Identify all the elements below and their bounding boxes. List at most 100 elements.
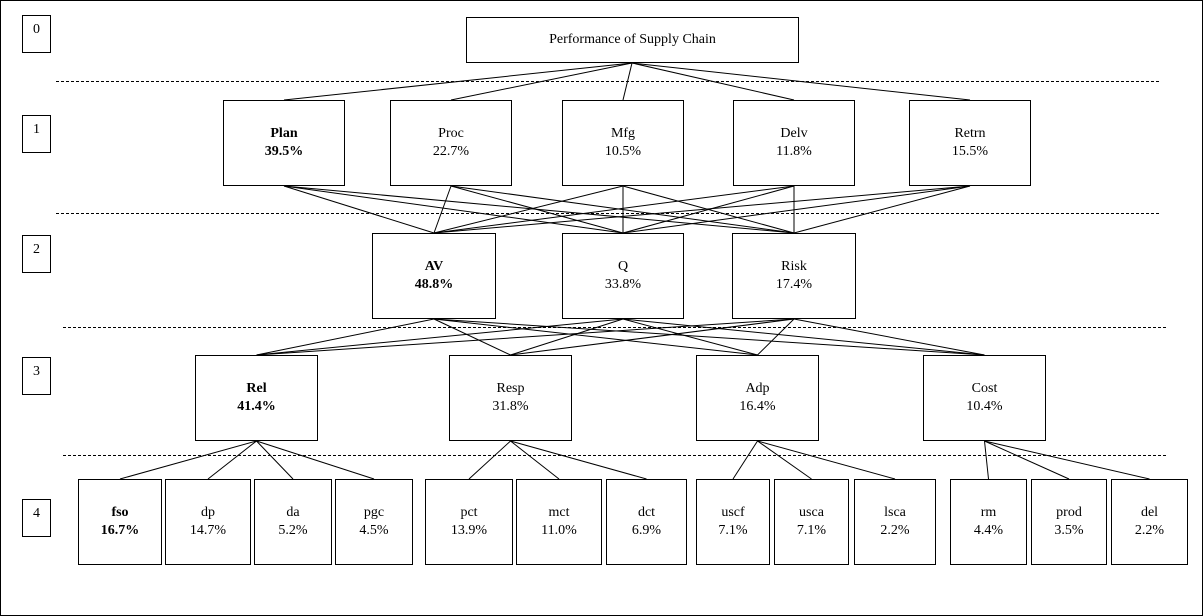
connector-line <box>757 440 896 480</box>
level-divider <box>63 327 1166 328</box>
metric-node-dct: dct 6.9% <box>606 479 687 565</box>
connector-line <box>984 440 1150 480</box>
connector-line <box>984 440 989 480</box>
node-weight: 10.4% <box>966 399 1003 414</box>
node-weight: 4.4% <box>973 523 1004 538</box>
node-name: lsca <box>884 505 906 520</box>
level-divider <box>56 81 1159 82</box>
node-name: Plan <box>270 126 298 141</box>
node-weight: 2.2% <box>1134 523 1165 538</box>
metric-node-pct: pct 13.9% <box>425 479 513 565</box>
node-weight: 39.5% <box>264 144 304 159</box>
metric-node-usca: usca 7.1% <box>774 479 849 565</box>
connector-line <box>622 318 985 356</box>
connector-line <box>510 440 647 480</box>
connector-line <box>207 440 257 480</box>
level-label-1: 1 <box>22 115 51 153</box>
metric-node-fso: fso 16.7% <box>78 479 162 565</box>
node-weight: 4.5% <box>359 523 389 538</box>
node-weight: 7.1% <box>796 523 827 538</box>
node-weight: 16.7% <box>100 523 140 538</box>
node-name: Mfg <box>610 126 636 141</box>
goal-title: Performance of Supply Chain <box>549 32 716 47</box>
node-name: dct <box>637 505 656 520</box>
node-weight: 5.2% <box>278 523 308 538</box>
goal-node: Performance of Supply Chain <box>466 17 799 63</box>
connector-line <box>468 440 511 480</box>
node-weight: 48.8% <box>414 277 454 292</box>
node-name: da <box>286 505 300 520</box>
node-name: Delv <box>780 126 808 141</box>
node-name: del <box>1140 505 1159 520</box>
node-name: AV <box>424 259 444 274</box>
node-weight: 7.1% <box>718 523 748 538</box>
connector-line <box>256 318 435 356</box>
node-weight: 31.8% <box>492 399 529 414</box>
node-weight: 17.4% <box>775 277 813 292</box>
connector-line <box>256 440 375 480</box>
node-name: Proc <box>438 126 464 141</box>
node-weight: 13.9% <box>450 523 488 538</box>
node-weight: 3.5% <box>1054 523 1084 538</box>
metric-node-dp: dp 14.7% <box>165 479 251 565</box>
level-divider <box>56 213 1159 214</box>
connector-line <box>433 318 758 356</box>
metric-node-uscf: uscf 7.1% <box>696 479 770 565</box>
criterion-node-retrn: Retrn 15.5% <box>909 100 1031 186</box>
node-name: rm <box>980 505 997 520</box>
node-weight: 22.7% <box>432 144 470 159</box>
connector-line <box>433 185 624 234</box>
subcriterion-node-risk: Risk 17.4% <box>732 233 856 319</box>
connector-line <box>119 440 257 480</box>
attribute-node-cost: Cost 10.4% <box>923 355 1046 441</box>
connector-line <box>510 318 624 356</box>
connector-line <box>256 318 624 356</box>
node-weight: 33.8% <box>604 277 642 292</box>
criterion-node-plan: Plan 39.5% <box>223 100 345 186</box>
level-label-3: 3 <box>22 357 51 395</box>
connector-line <box>622 185 795 234</box>
connector-line <box>732 440 758 480</box>
level-label-0: 0 <box>22 15 51 53</box>
attribute-node-adp: Adp 16.4% <box>696 355 819 441</box>
attribute-node-rel: Rel 41.4% <box>195 355 318 441</box>
connector-line <box>283 185 795 234</box>
metric-node-prod: prod 3.5% <box>1031 479 1107 565</box>
node-name: Retrn <box>954 126 986 141</box>
subcriterion-node-q: Q 33.8% <box>562 233 684 319</box>
criterion-node-delv: Delv 11.8% <box>733 100 855 186</box>
node-name: pct <box>460 505 478 520</box>
node-name: prod <box>1056 505 1082 520</box>
metric-node-pgc: pgc 4.5% <box>335 479 413 565</box>
level-label-2: 2 <box>22 235 51 273</box>
node-weight: 11.0% <box>541 523 577 538</box>
node-name: Adp <box>745 381 770 396</box>
metric-node-rm: rm 4.4% <box>950 479 1027 565</box>
connector-line <box>283 185 435 234</box>
connector-line <box>450 185 624 234</box>
level-label-4: 4 <box>22 499 51 537</box>
criterion-node-mfg: Mfg 10.5% <box>562 100 684 186</box>
attribute-node-resp: Resp 31.8% <box>449 355 572 441</box>
connector-line <box>433 318 511 356</box>
connector-line <box>256 318 795 356</box>
connector-line <box>622 185 971 234</box>
level-divider <box>63 455 1166 456</box>
metric-node-mct: mct 11.0% <box>516 479 602 565</box>
node-name: Rel <box>246 381 267 396</box>
node-name: uscf <box>721 505 745 520</box>
node-weight: 10.5% <box>604 144 642 159</box>
connector-line <box>510 440 560 480</box>
node-name: mct <box>548 505 570 520</box>
connector-line <box>433 185 795 234</box>
connector-line <box>757 440 812 480</box>
metric-node-lsca: lsca 2.2% <box>854 479 936 565</box>
node-name: Q <box>617 259 629 274</box>
node-weight: 41.4% <box>237 399 276 414</box>
metric-node-del: del 2.2% <box>1111 479 1188 565</box>
connector-line <box>433 185 452 234</box>
node-weight: 16.4% <box>739 399 776 414</box>
connector-line <box>256 440 294 480</box>
